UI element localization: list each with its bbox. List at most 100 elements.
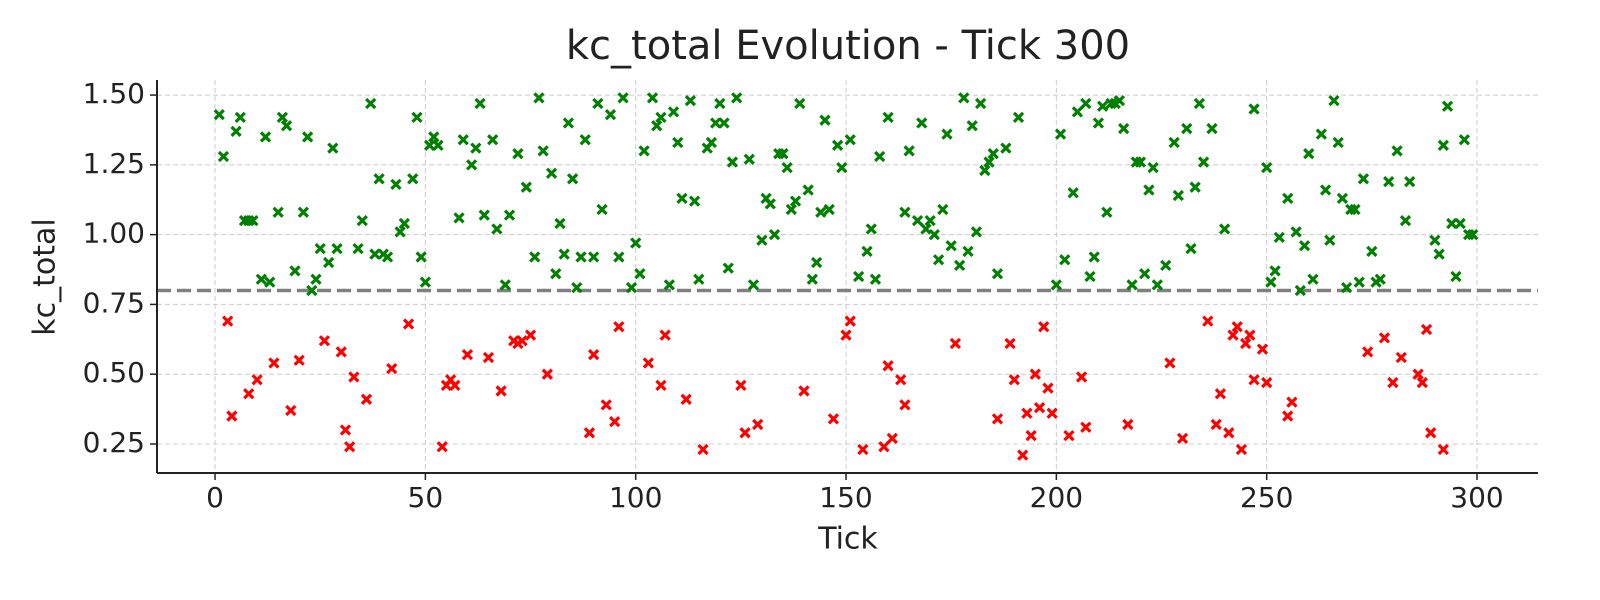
x-tick-label: 250: [1240, 481, 1293, 514]
point: [1223, 427, 1235, 439]
point: [499, 279, 511, 291]
point: [1235, 443, 1248, 456]
point: [1240, 337, 1252, 350]
point: [625, 282, 638, 294]
y-tick-label: 1.50: [83, 77, 145, 110]
point: [722, 262, 734, 274]
point: [356, 215, 368, 227]
point: [470, 142, 482, 154]
point: [667, 106, 680, 118]
point: [529, 251, 541, 263]
point: [360, 393, 373, 405]
point: [247, 215, 259, 227]
point: [1248, 374, 1260, 386]
point: [495, 385, 507, 397]
point: [916, 117, 928, 129]
point: [903, 145, 915, 157]
point: [285, 404, 297, 417]
point: [1075, 371, 1088, 383]
point: [1399, 215, 1412, 227]
point: [474, 97, 486, 110]
point: [1092, 117, 1105, 129]
point: [1172, 189, 1184, 202]
point: [339, 424, 352, 436]
point: [672, 136, 684, 149]
point: [962, 245, 974, 258]
point: [878, 441, 890, 453]
point: [596, 203, 608, 216]
point: [1080, 97, 1092, 110]
point: [1437, 139, 1449, 151]
point: [1029, 368, 1041, 380]
point: [1261, 376, 1273, 389]
point: [747, 279, 760, 291]
point: [882, 360, 894, 372]
point: [373, 173, 385, 185]
point: [423, 139, 436, 151]
x-axis-label: Tick: [817, 522, 878, 557]
point: [365, 97, 377, 110]
point: [815, 206, 827, 218]
point: [318, 335, 331, 347]
point: [1420, 323, 1433, 336]
point: [297, 206, 310, 218]
point: [516, 335, 528, 347]
point: [819, 114, 831, 126]
point: [1387, 376, 1399, 389]
point: [230, 125, 242, 137]
point: [1429, 234, 1441, 246]
point: [827, 413, 840, 425]
point: [911, 215, 924, 227]
point: [1303, 148, 1315, 160]
point: [1286, 396, 1298, 408]
point: [432, 139, 444, 151]
point: [588, 349, 600, 361]
point: [251, 374, 263, 386]
point: [865, 223, 877, 235]
point: [1307, 273, 1319, 285]
point: [920, 223, 932, 235]
point: [1315, 128, 1327, 140]
point: [1218, 223, 1231, 235]
point: [987, 148, 999, 160]
point: [335, 346, 347, 358]
point: [1336, 192, 1349, 204]
point: [491, 223, 503, 235]
point: [941, 128, 953, 140]
point: [945, 240, 957, 252]
point: [1437, 443, 1449, 456]
point: [1231, 321, 1243, 333]
point: [899, 399, 911, 411]
point: [735, 379, 747, 391]
point: [545, 167, 558, 179]
point: [1458, 134, 1471, 146]
point: [1378, 332, 1391, 344]
point: [1193, 97, 1206, 110]
point: [1012, 111, 1025, 124]
point: [466, 159, 478, 171]
point: [524, 329, 537, 341]
point: [810, 256, 823, 269]
point: [550, 268, 562, 280]
point: [617, 92, 629, 104]
x-tick-label: 200: [1030, 481, 1083, 514]
point: [1412, 368, 1424, 380]
point: [705, 136, 718, 149]
point: [739, 427, 751, 439]
point: [1416, 376, 1428, 389]
point: [1395, 351, 1407, 364]
point: [752, 418, 764, 431]
point: [743, 153, 755, 165]
y-tick-label: 0.75: [83, 286, 145, 319]
point: [1101, 206, 1113, 218]
point: [1122, 418, 1134, 431]
point: [398, 217, 410, 230]
point: [785, 203, 797, 216]
point: [1004, 337, 1016, 350]
point: [1353, 276, 1365, 288]
point: [1046, 407, 1058, 419]
point: [937, 203, 949, 216]
point: [1244, 329, 1256, 341]
point: [836, 162, 848, 174]
